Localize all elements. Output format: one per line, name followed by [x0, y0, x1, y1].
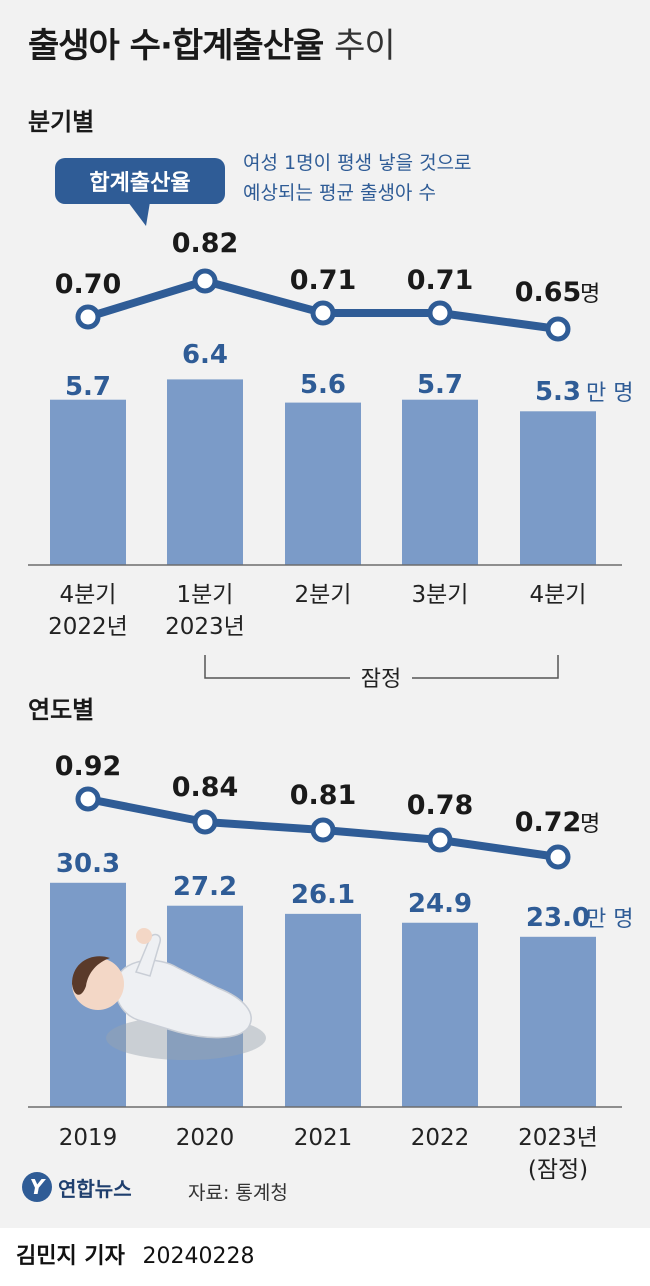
q-bar-1 — [167, 379, 243, 565]
q-rate-point-1 — [192, 268, 218, 294]
rate-tag-label: 합계출산율 — [89, 170, 190, 196]
q-rate-point-3 — [427, 300, 453, 326]
y-rate-point-2 — [310, 817, 336, 843]
q-rate-label-0: 0.70 — [55, 269, 122, 300]
y-bar-label-4: 23.0 — [526, 903, 590, 933]
y-category-label-1-0: 2020 — [176, 1125, 235, 1151]
y-bar-4 — [520, 936, 596, 1107]
q-rate-label-2: 0.71 — [290, 265, 357, 296]
page-title: 출생아 수·합계출산율 추이 — [28, 18, 396, 67]
y-bar-label-3: 24.9 — [408, 889, 472, 919]
y-bar-3 — [402, 922, 478, 1107]
y-rate-point-4 — [545, 844, 571, 870]
y-rate-label-2: 0.81 — [290, 780, 357, 811]
y-category-label-4-0: 2023년 — [518, 1125, 598, 1151]
q-category-label-4-0: 4분기 — [530, 582, 587, 608]
yonhap-logo-icon: Y — [22, 1172, 52, 1202]
y-bar-unit: 만 명 — [586, 907, 633, 932]
section-label-yearly: 연도별 — [28, 696, 95, 724]
y-rate-point-1 — [192, 809, 218, 835]
q-rate-unit: 명 — [580, 282, 600, 307]
q-category-label-1-1: 2023년 — [165, 614, 245, 640]
source-text: 자료: 통계청 — [188, 1182, 288, 1204]
q-bar-4 — [520, 411, 596, 565]
q-rate-label-3: 0.71 — [407, 265, 474, 296]
chart-svg: 5.76.45.6 5.7 5.3 만 명0.700.820.71 0.71 0.65명4… — [28, 158, 633, 1183]
y-rate-label-3: 0.78 — [407, 790, 474, 821]
q-rate-point-2 — [310, 300, 336, 326]
q-bar-2 — [285, 402, 361, 565]
reporter-line: 김민지 기자 20240228 — [16, 1238, 255, 1270]
y-rate-label-0: 0.92 — [55, 751, 122, 782]
y-bar-label-1: 27.2 — [173, 872, 237, 902]
logo: Y 연합뉴스 — [22, 1172, 132, 1202]
reporter-name: 김민지 기자 — [16, 1244, 125, 1269]
q-bar-label-1: 6.4 — [182, 340, 228, 370]
rate-tag-pointer — [128, 202, 150, 226]
baby-illustration — [72, 928, 266, 1060]
q-rate-point-4 — [545, 316, 571, 342]
rate-tag-box — [55, 158, 225, 204]
q-category-label-1-0: 1분기 — [177, 582, 234, 608]
y-rate-label-1: 0.84 — [172, 772, 239, 803]
note-line-2: 예상되는 평균 출생아 수 — [243, 182, 436, 204]
provisional-label: 잠정 — [361, 667, 401, 692]
y-bar-label-2: 26.1 — [291, 880, 355, 910]
note-line-1: 여성 1명이 평생 낳을 것으로 — [243, 152, 472, 174]
q-rate-label-1: 0.82 — [172, 228, 239, 259]
section-label-quarterly: 분기별 — [28, 108, 95, 136]
q-bar-0 — [50, 399, 126, 565]
q-bar-label-2: 5.6 — [300, 370, 346, 400]
title-main-text: 출생아 수·합계출산율 — [28, 26, 324, 66]
q-rate-label-4: 0.65 — [515, 277, 582, 308]
y-rate-label-4: 0.72 — [515, 807, 582, 838]
q-bar-label-0: 5.7 — [65, 372, 111, 402]
provisional-bracket — [204, 655, 559, 679]
y-category-label-0-0: 2019 — [59, 1125, 118, 1151]
y-bar-2 — [285, 913, 361, 1107]
publish-date: 20240228 — [142, 1244, 255, 1269]
title-sub-text: 추이 — [334, 26, 396, 66]
footer — [0, 1228, 650, 1286]
q-bar-unit: 만 명 — [586, 381, 633, 406]
q-bar-label-4: 5.3 — [535, 377, 581, 407]
q-category-label-2-0: 2분기 — [295, 582, 352, 608]
q-bar-label-3: 5.7 — [417, 370, 463, 400]
y-category-label-4-1: (잠정) — [528, 1157, 588, 1183]
q-category-label-0-0: 4분기 — [60, 582, 117, 608]
logo-text: 연합뉴스 — [58, 1176, 132, 1201]
q-rate-point-0 — [75, 304, 101, 330]
y-rate-point-0 — [75, 786, 101, 812]
y-bar-label-0: 30.3 — [56, 849, 120, 879]
y-category-label-2-0: 2021 — [294, 1125, 353, 1151]
q-category-label-3-0: 3분기 — [412, 582, 469, 608]
y-rate-unit: 명 — [580, 812, 600, 837]
rate-definition-note: 여성 1명이 평생 낳을 것으로 예상되는 평균 출생아 수 — [243, 148, 573, 208]
y-rate-point-3 — [427, 827, 453, 853]
q-category-label-0-1: 2022년 — [48, 614, 128, 640]
y-category-label-3-0: 2022 — [411, 1125, 470, 1151]
q-bar-3 — [402, 399, 478, 565]
